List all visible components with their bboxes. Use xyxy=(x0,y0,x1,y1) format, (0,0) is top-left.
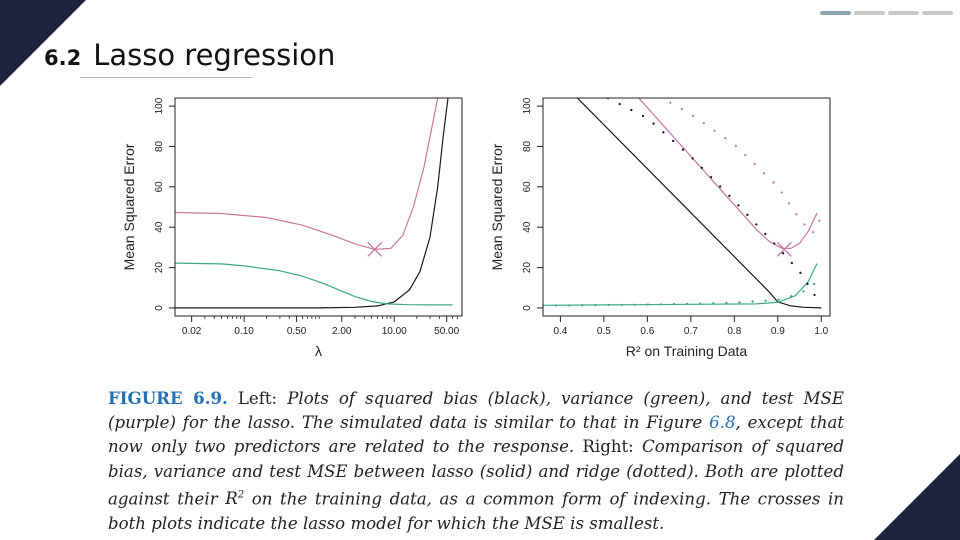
caption-right-label: Right: xyxy=(582,437,634,457)
right-plot: 0.4 0.5 0.6 0.7 0.8 0.9 1.0 0 20 40 60 80 100 R² on T… xyxy=(489,97,831,359)
y-tick-label: 0 xyxy=(154,305,165,311)
caption-text: Plots of squared bias (black), variance … xyxy=(108,389,844,433)
figure-caption: FIGURE 6.9. Left: Plots of squared bias … xyxy=(108,386,844,536)
x-tick-label: 1.0 xyxy=(814,326,828,337)
x-tick-label: 0.5 xyxy=(597,326,611,337)
slide-title: 6.2 Lasso regression xyxy=(44,38,335,72)
progress-segment xyxy=(854,11,885,15)
test-mse-dotted-line xyxy=(659,98,823,236)
series-group xyxy=(543,98,823,309)
min-mse-cross-marker xyxy=(367,241,383,257)
section-number: 6.2 xyxy=(44,46,82,70)
y-tick-label: 60 xyxy=(154,181,165,193)
corner-decoration-bottom-right xyxy=(874,454,960,540)
x-tick-label: 0.6 xyxy=(640,326,654,337)
left-plot: 0.02 0.10 0.50 2.00 10.00 50.00 0 20 40 60 80 100 λ M… xyxy=(121,97,463,359)
caption-text: on the training data, as a common form o… xyxy=(108,489,844,533)
bias-solid-line xyxy=(576,98,822,309)
caption-text: , except that now only two predictors ar… xyxy=(108,413,845,457)
caption-text: Comparison of squared bias, variance and… xyxy=(108,437,845,509)
y-tick-label: 20 xyxy=(522,262,533,274)
x-tick-label: 0.50 xyxy=(287,326,307,337)
y-axis-label: Mean Squared Error xyxy=(121,143,137,270)
slide-progress-indicator xyxy=(820,11,953,15)
figure-reference-link[interactable]: 6.8 xyxy=(709,413,736,433)
bias-solid-line xyxy=(175,98,449,309)
y-axis-label: Mean Squared Error xyxy=(489,143,505,270)
min-mse-cross-marker xyxy=(776,241,792,257)
x-tick-label: 50.00 xyxy=(434,326,459,337)
variance-solid-line xyxy=(543,263,818,306)
plot-frame xyxy=(174,97,463,317)
bias-dotted-line xyxy=(605,98,823,307)
progress-segment xyxy=(820,11,851,15)
figure-label: FIGURE 6.9. xyxy=(108,388,228,408)
caption-left-label: Left: xyxy=(237,389,278,408)
x-tick-label: 10.00 xyxy=(382,326,407,337)
y-tick-label: 100 xyxy=(522,97,533,114)
x-axis-label: R² on Training Data xyxy=(626,343,748,359)
progress-segment xyxy=(922,11,953,15)
r-exponent: 2 xyxy=(237,489,245,501)
test-mse-solid-line xyxy=(175,98,439,251)
test-mse-solid-line xyxy=(638,98,818,249)
variance-solid-line xyxy=(175,262,453,306)
x-tick-label: 0.7 xyxy=(684,326,698,337)
y-tick-label: 40 xyxy=(522,221,533,233)
x-tick-label: 0.10 xyxy=(234,326,254,337)
y-tick-label: 20 xyxy=(154,262,165,274)
title-underline xyxy=(80,77,252,78)
r-squared-symbol: R2 xyxy=(225,489,244,508)
x-tick-label: 0.4 xyxy=(553,326,567,337)
y-tick-label: 80 xyxy=(154,140,165,152)
x-tick-label: 0.8 xyxy=(727,326,741,337)
y-tick-label: 100 xyxy=(154,97,165,114)
y-tick-label: 80 xyxy=(522,140,533,152)
y-tick-label: 0 xyxy=(522,305,533,311)
r-symbol: R xyxy=(225,489,238,509)
y-tick-label: 40 xyxy=(154,221,165,233)
y-tick-label: 60 xyxy=(522,181,533,193)
x-axis-label: λ xyxy=(315,343,322,359)
x-tick-label: 2.00 xyxy=(332,326,352,337)
series-group xyxy=(175,98,453,309)
plot-frame xyxy=(542,97,831,317)
x-tick-label: 0.02 xyxy=(182,326,202,337)
corner-decoration-top-left xyxy=(0,0,86,86)
progress-segment xyxy=(888,11,919,15)
page-title: Lasso regression xyxy=(93,38,336,72)
x-tick-label: 0.9 xyxy=(771,326,785,337)
